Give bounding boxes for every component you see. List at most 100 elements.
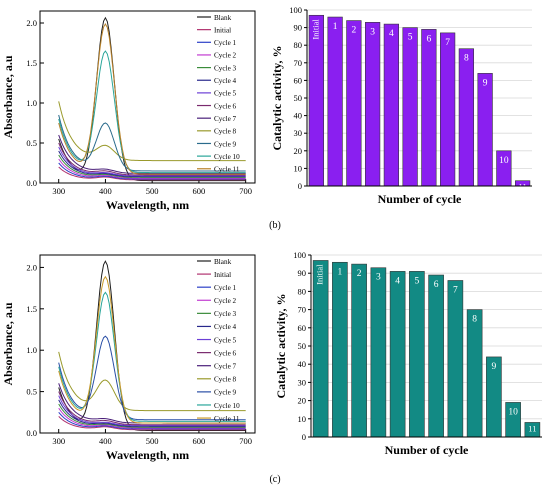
y-tick-label: 2.0 [26, 262, 37, 272]
y-axis-label: Absorbance, a.u [1, 55, 15, 138]
legend-label: Blank [214, 14, 232, 22]
bar-6 [421, 29, 437, 187]
bar-9 [477, 73, 493, 187]
series-line-cycle-11 [58, 275, 246, 424]
series-line-cycle-1 [58, 162, 246, 180]
series-line-cycle-5 [58, 146, 246, 177]
y-tick-label: 70 [298, 305, 307, 315]
series-line-cycle-9 [58, 335, 246, 421]
x-tick-label: 400 [99, 436, 112, 446]
series-line-cycle-2 [58, 158, 246, 179]
legend-label: Cycle 11 [214, 166, 240, 174]
legend-label: Cycle 2 [214, 297, 237, 305]
legend-label: Cycle 7 [214, 115, 237, 123]
bar-8 [458, 48, 474, 187]
legend-label: Initial [214, 271, 231, 279]
y-tick-label: 100 [293, 250, 306, 260]
y-tick-label: 1.0 [26, 345, 37, 355]
bar-label: 11 [528, 423, 536, 433]
series-line-cycle-11 [58, 23, 246, 175]
series-line-cycle-3 [58, 403, 246, 428]
x-tick-label: 600 [193, 436, 206, 446]
bar-label: 8 [472, 315, 477, 325]
bar-label: 3 [376, 273, 381, 283]
legend-label: Cycle 3 [214, 64, 237, 72]
bar-label: 10 [499, 156, 509, 166]
y-axis-label: Absorbance, a.u [1, 302, 15, 385]
series-line-cycle-6 [58, 142, 246, 176]
legend-label: Cycle 6 [214, 349, 237, 357]
y-tick-label: 30 [298, 377, 307, 387]
series-line-cycle-2 [58, 407, 246, 429]
bar-label: Initial [310, 19, 320, 40]
absorbance-chart-c: 300 400 500 600 700 0.0 0.5 1.0 1.5 2.0 Wavelength… [1, 254, 256, 462]
series-line-cycle-8 [58, 101, 246, 162]
y-tick-label: 50 [294, 93, 303, 103]
series-line-cycle-7 [58, 134, 246, 174]
bar-label: 6 [434, 280, 439, 290]
legend-label: Cycle 10 [214, 153, 240, 161]
legend-label: Cycle 4 [214, 77, 237, 85]
x-axis-label: Number of cycle [385, 443, 469, 457]
bar-label: 1 [333, 22, 338, 32]
y-tick-label: 20 [298, 396, 307, 406]
legend-label: Cycle 9 [214, 389, 237, 397]
series-line-initial [58, 166, 246, 181]
y-tick-label: 90 [294, 23, 303, 33]
bar-3 [370, 267, 387, 438]
bar-label: 2 [352, 26, 357, 36]
legend-label: Cycle 8 [214, 128, 237, 136]
legend-label: Initial [214, 26, 231, 34]
legend-label: Cycle 5 [214, 336, 237, 344]
y-tick-label: 80 [298, 286, 307, 296]
bar-label: 9 [483, 78, 488, 88]
activity-chart-b: 0 10 20 30 40 50 60 70 80 90 100 Initial 1 2 3 4 5 6 7 8 9 10… [270, 5, 532, 206]
bar-7 [447, 280, 464, 438]
legend-label: Cycle 1 [214, 39, 237, 47]
legend-label: Cycle 6 [214, 102, 237, 110]
bar-2 [346, 20, 362, 187]
plot-frame [39, 10, 256, 184]
bar-label: 8 [464, 54, 469, 64]
bar-label: 7 [453, 285, 458, 295]
legend-label: Cycle 4 [214, 323, 237, 331]
series-line-cycle-9 [58, 114, 246, 172]
bar-initial [312, 260, 329, 438]
bar-label: 4 [395, 276, 400, 286]
bar-5 [409, 271, 425, 438]
bar-2 [351, 263, 367, 438]
series-line-cycle-8 [58, 351, 246, 412]
legend-label: Cycle 5 [214, 90, 237, 98]
x-axis-label: Number of cycle [378, 192, 462, 206]
x-tick-label: 300 [52, 186, 65, 196]
activity-chart-c: 0 10 20 30 40 50 60 70 80 90 100 Initial 1 2 3 4 5 6 7 8 9 10… [274, 250, 542, 457]
legend-label: Cycle 11 [214, 415, 240, 423]
y-axis-label: Catalytic activity, % [274, 294, 288, 399]
y-tick-label: 10 [294, 163, 303, 173]
y-tick-label: 10 [298, 414, 307, 424]
absorbance-chart-b: 300 400 500 600 700 0.0 0.5 1.0 1.5 2.0 Wavelength… [1, 10, 256, 212]
y-tick-label: 1.5 [26, 58, 37, 68]
x-axis-label: Wavelength, nm [106, 198, 189, 212]
y-tick-label: 90 [298, 268, 307, 278]
y-tick-label: 2.0 [26, 18, 37, 28]
bar-label: 6 [427, 34, 432, 44]
legend-label: Cycle 3 [214, 310, 237, 318]
bar-4 [389, 271, 406, 438]
series-line-initial [58, 416, 246, 431]
bar-label: 9 [492, 362, 497, 372]
y-tick-label: 60 [294, 75, 303, 85]
y-tick-label: 0.5 [26, 387, 37, 397]
bar-6 [428, 274, 444, 438]
bar-label: 5 [415, 276, 420, 286]
x-tick-label: 600 [193, 186, 206, 196]
series-line-cycle-4 [58, 399, 246, 427]
x-tick-label: 700 [239, 186, 252, 196]
series-line-cycle-6 [58, 391, 246, 426]
x-tick-label: 700 [239, 436, 252, 446]
y-tick-label: 70 [294, 58, 303, 68]
bar-label: 7 [445, 38, 450, 48]
legend-label: Blank [214, 258, 232, 266]
y-tick-label: 60 [298, 323, 307, 333]
